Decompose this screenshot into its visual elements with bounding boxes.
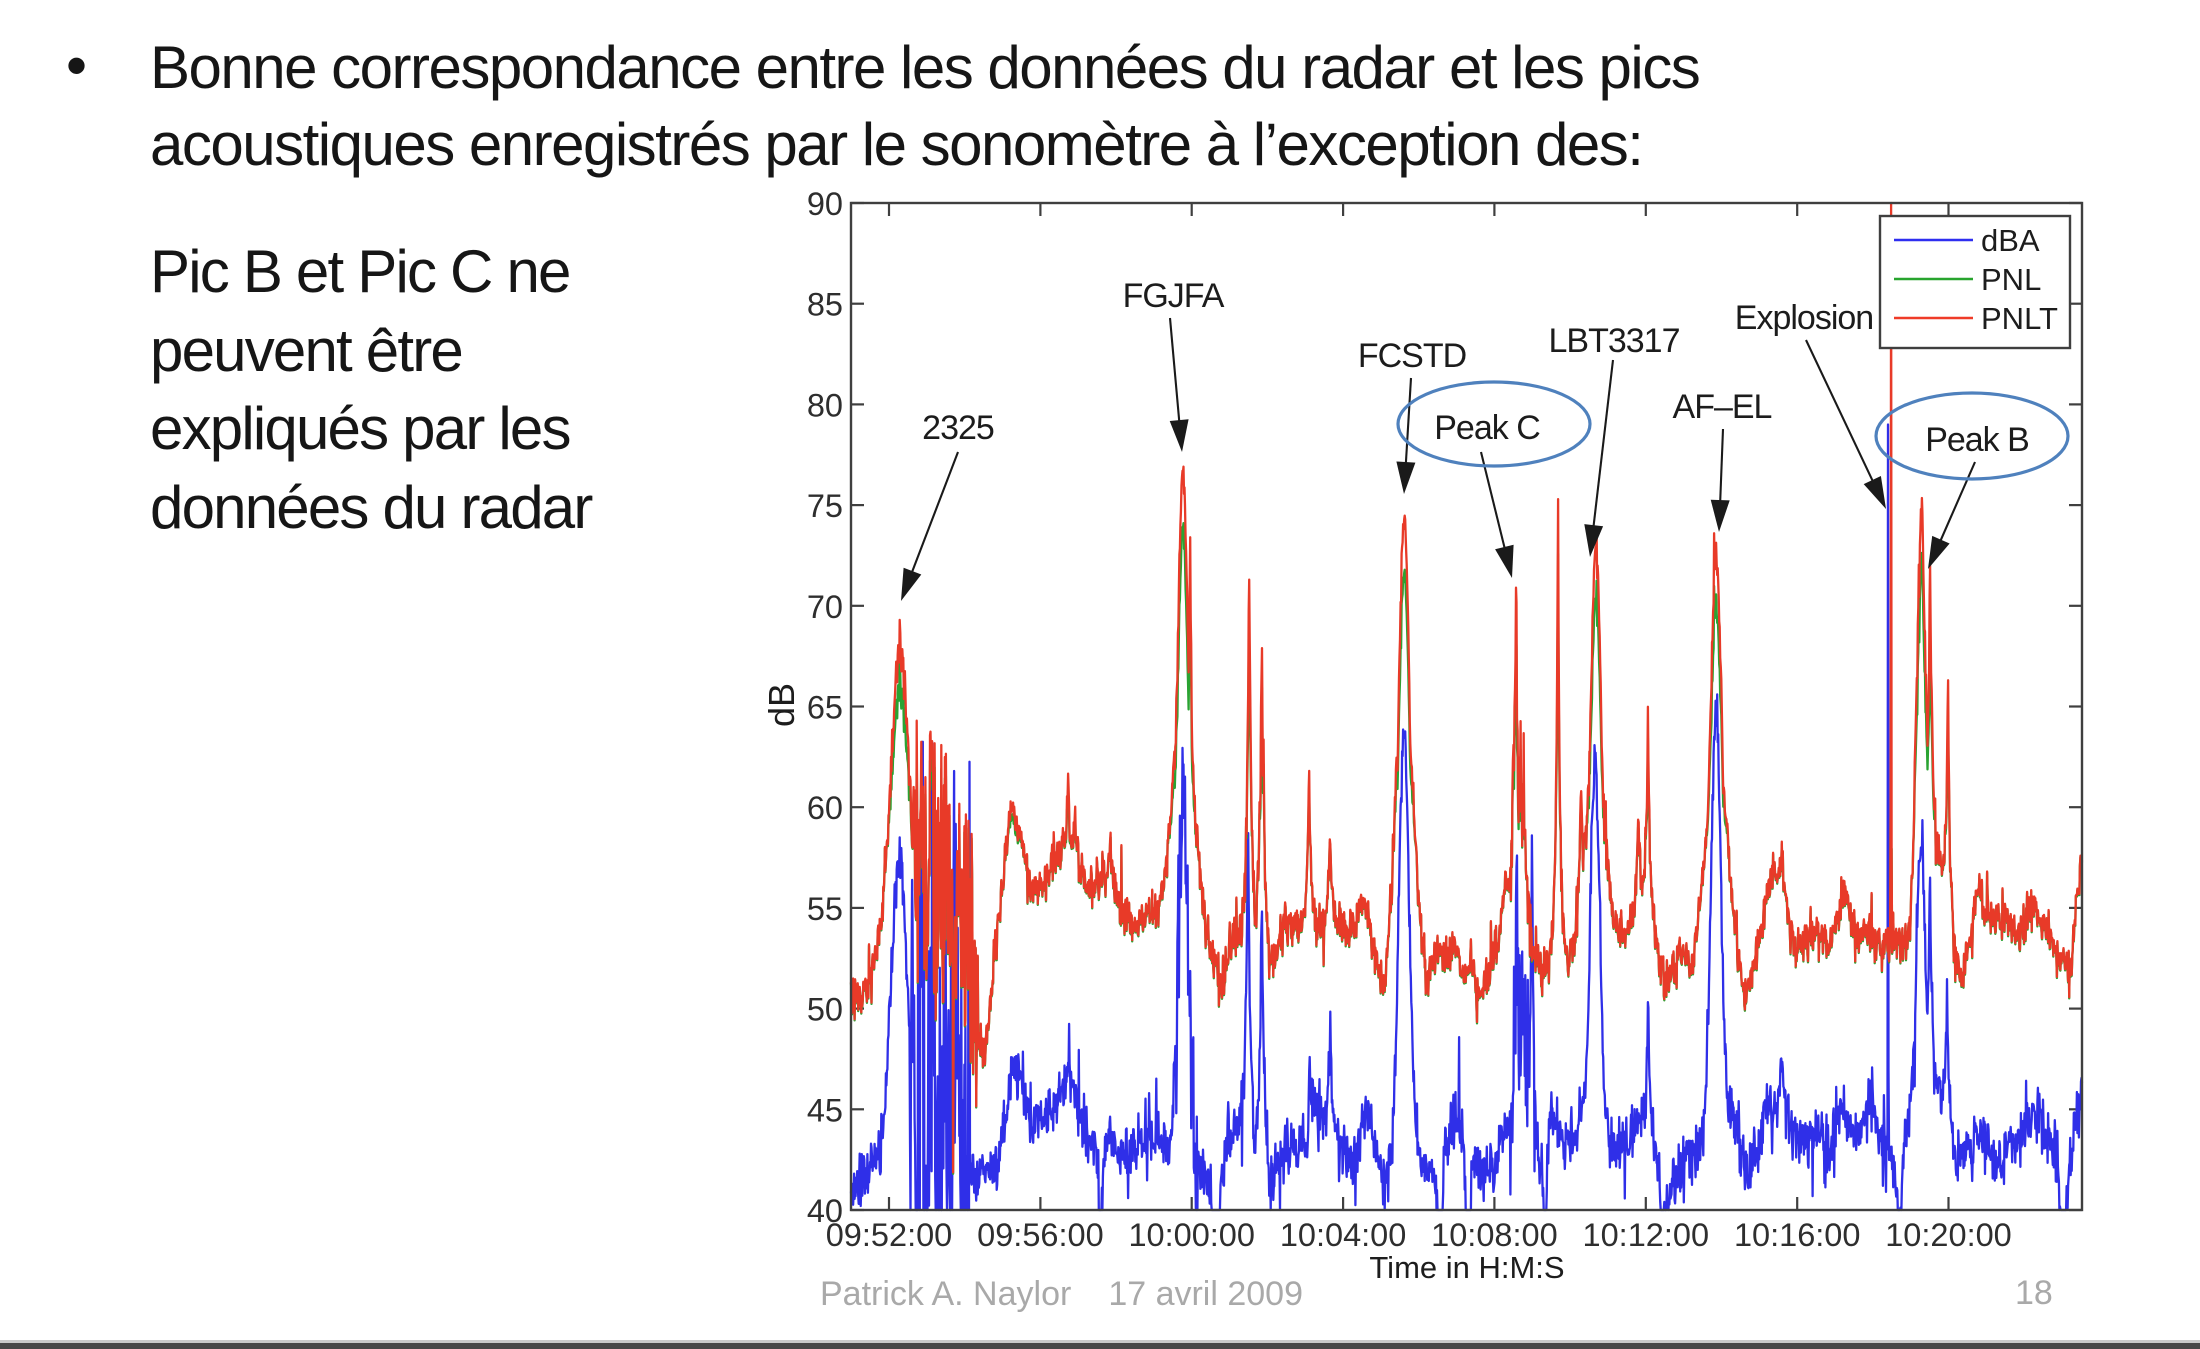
svg-text:45: 45 bbox=[807, 1092, 843, 1128]
svg-text:PNL: PNL bbox=[1981, 262, 2041, 297]
svg-text:09:52:00: 09:52:00 bbox=[826, 1217, 953, 1253]
svg-text:40: 40 bbox=[807, 1193, 843, 1229]
svg-text:50: 50 bbox=[807, 992, 843, 1028]
svg-text:Time in H:M:S: Time in H:M:S bbox=[1369, 1250, 1564, 1285]
svg-text:10:00:00: 10:00:00 bbox=[1128, 1217, 1255, 1253]
svg-text:10:20:00: 10:20:00 bbox=[1885, 1217, 2012, 1253]
svg-text:Peak C: Peak C bbox=[1434, 409, 1540, 447]
svg-text:90: 90 bbox=[807, 186, 843, 222]
svg-text:dB: dB bbox=[761, 683, 802, 727]
svg-text:10:16:00: 10:16:00 bbox=[1734, 1217, 1861, 1253]
svg-text:80: 80 bbox=[807, 387, 843, 423]
svg-text:10:08:00: 10:08:00 bbox=[1431, 1217, 1558, 1253]
svg-text:10:12:00: 10:12:00 bbox=[1583, 1217, 1710, 1253]
svg-text:70: 70 bbox=[807, 589, 843, 625]
svg-text:85: 85 bbox=[807, 287, 843, 323]
svg-text:LBT3317: LBT3317 bbox=[1549, 322, 1680, 360]
svg-text:Explosion: Explosion bbox=[1735, 299, 1873, 337]
svg-text:65: 65 bbox=[807, 690, 843, 726]
svg-text:2325: 2325 bbox=[922, 409, 994, 447]
svg-text:60: 60 bbox=[807, 790, 843, 826]
svg-text:10:04:00: 10:04:00 bbox=[1280, 1217, 1407, 1253]
svg-text:PNLT: PNLT bbox=[1981, 301, 2058, 336]
svg-text:dBA: dBA bbox=[1981, 223, 2040, 258]
svg-text:Peak B: Peak B bbox=[1925, 421, 2029, 459]
svg-text:09:56:00: 09:56:00 bbox=[977, 1217, 1104, 1253]
svg-text:55: 55 bbox=[807, 891, 843, 927]
svg-text:FCSTD: FCSTD bbox=[1358, 337, 1466, 375]
svg-text:75: 75 bbox=[807, 488, 843, 524]
svg-text:FGJFA: FGJFA bbox=[1123, 277, 1225, 315]
svg-text:AF–EL: AF–EL bbox=[1673, 388, 1772, 426]
